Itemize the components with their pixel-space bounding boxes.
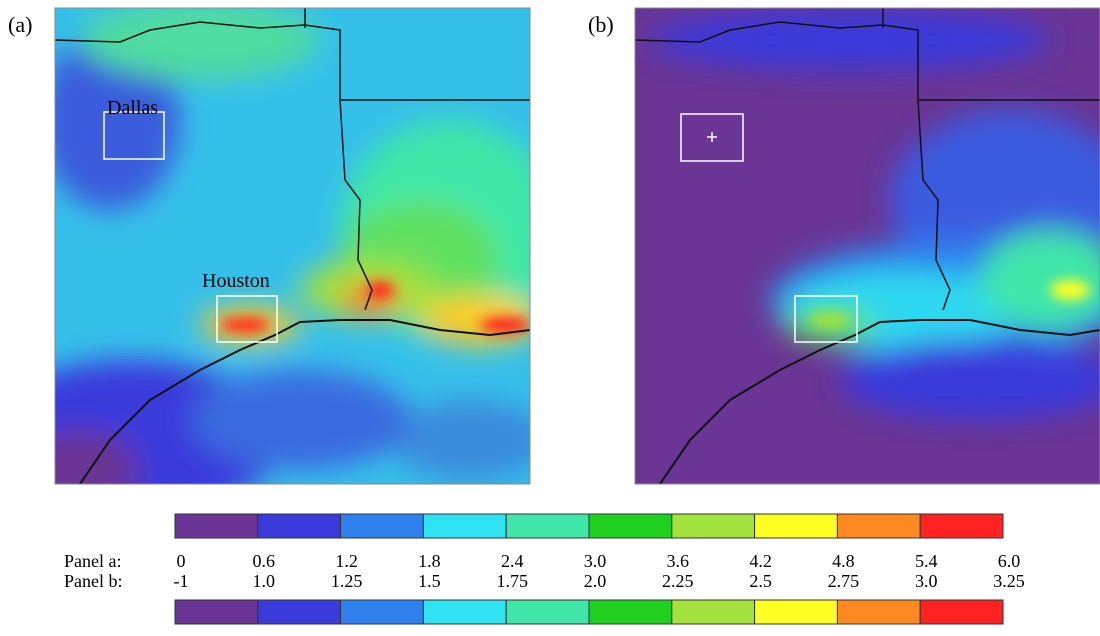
tick-label: 1.75 [496,571,528,591]
tick-label: 3.25 [993,571,1025,591]
tick-label: 3.6 [667,551,690,571]
colorbar-cell [257,599,342,625]
tick-label: 3.0 [915,571,938,591]
tick-label: 2.75 [828,571,860,591]
panel-label: (a) [8,12,32,37]
tick-label: 1.5 [418,571,441,591]
tick-label: 5.4 [915,551,938,571]
colorbar-cell [754,599,838,625]
city-label: Houston [202,270,270,292]
tick-label: 1.2 [335,551,358,571]
tick-label: 0.6 [253,551,276,571]
map-b [635,8,1100,484]
map-a [55,8,530,484]
tick-label: 3.0 [584,551,607,571]
tick-label: 6.0 [998,551,1021,571]
tick-label: 2.25 [662,571,694,591]
row-label: Panel a: [64,551,121,571]
tick-label: 0 [177,551,186,571]
tick-label: 4.8 [832,551,855,571]
colorbar-cell [671,599,756,625]
colorbar-cell [505,513,590,539]
colorbar-cell [588,513,673,539]
colorbar-cell [919,599,1004,625]
tick-label: 2.4 [501,551,524,571]
colorbar-cell [340,599,424,625]
tick-label: 4.2 [749,551,772,571]
panel-label: (b) [588,12,614,37]
colorbars: Panel a: 0 0.6 1.2 1.8 2.4 3.0 3.6 4.2 4.8 5.4 6.0 P… [64,513,1025,625]
colorbar-cell [754,513,838,539]
tick-label: 1.25 [331,571,363,591]
row-label: Panel b: [64,571,123,591]
colorbar-cell [340,513,424,539]
tick-label: 2.0 [584,571,607,591]
colorbar-cell [505,599,590,625]
tick-label: -1 [174,571,189,591]
tick-label: 1.0 [253,571,276,591]
colorbar-cell [174,599,259,625]
tick-label: 1.8 [418,551,441,571]
colorbar-cell [257,513,342,539]
colorbar-cell [919,513,1004,539]
colorbar-cell [671,513,756,539]
colorbar-cell [836,513,921,539]
tick-label: 2.5 [749,571,772,591]
colorbar-cell [588,599,673,625]
colorbar-cell [422,599,507,625]
colorbar-cell [422,513,507,539]
colorbar-cell [836,599,921,625]
colorbar-cell [174,513,259,539]
city-label: Dallas [107,97,158,119]
